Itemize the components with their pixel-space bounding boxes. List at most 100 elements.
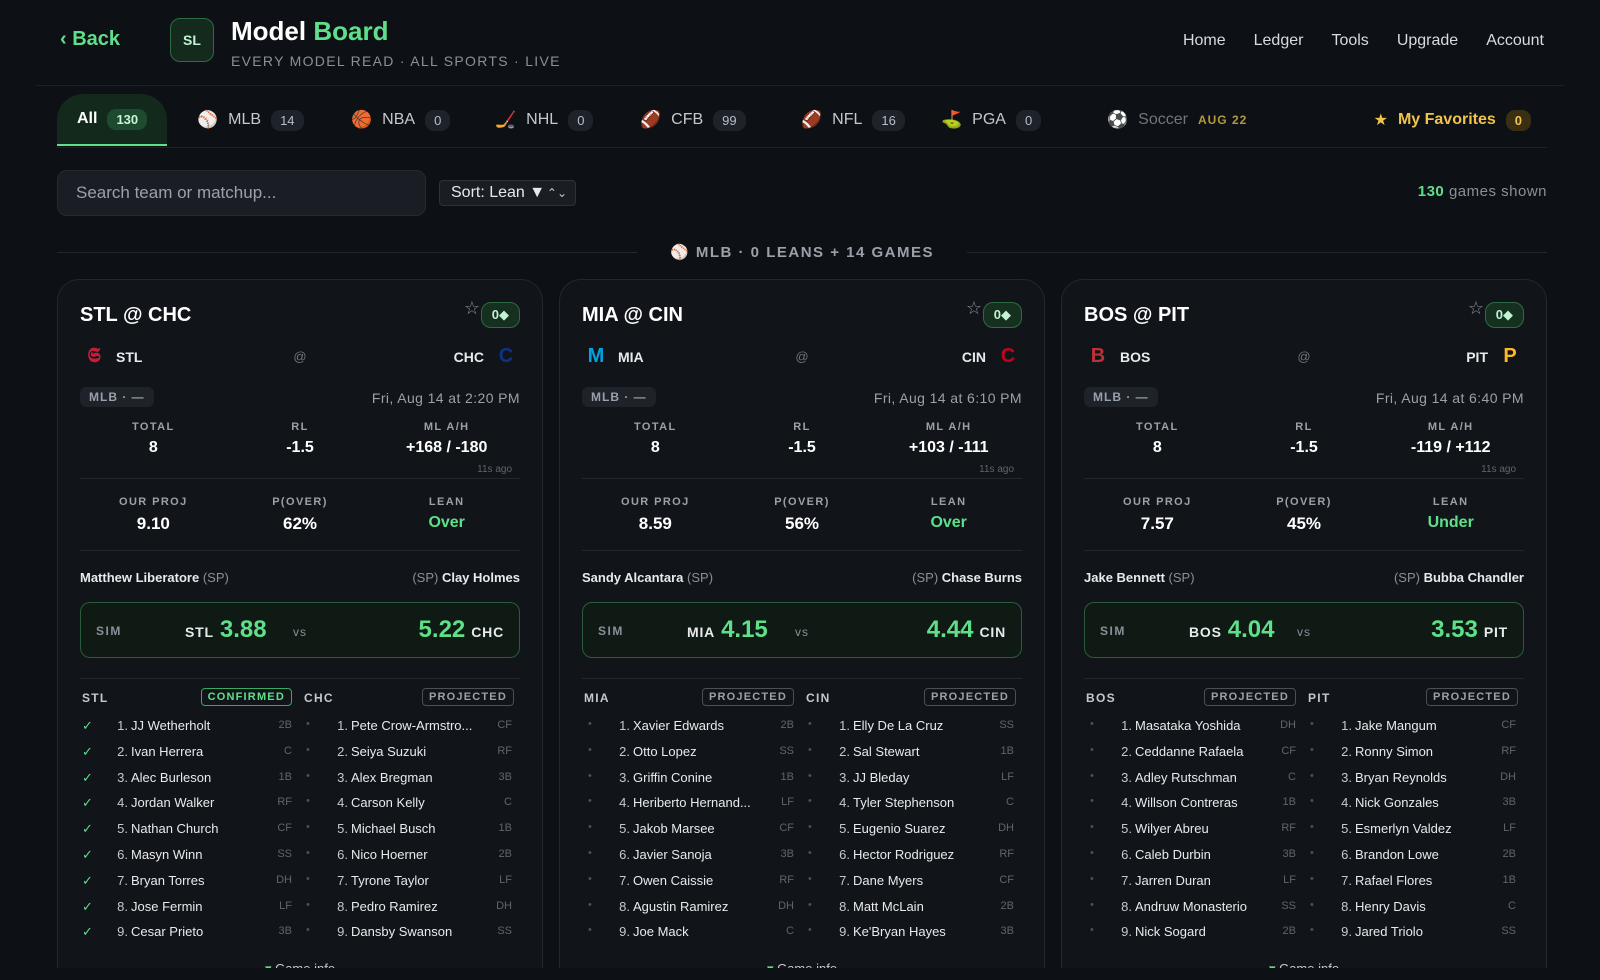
- sp-tag: (SP): [912, 570, 939, 585]
- batting-order: 5.: [337, 821, 348, 837]
- batting-order: 1.: [1121, 718, 1132, 733]
- dot-icon: •: [1090, 924, 1094, 937]
- nav-upgrade[interactable]: Upgrade: [1396, 32, 1459, 49]
- tab-soccer[interactable]: ⚽ Soccer AUG 22: [1107, 110, 1248, 129]
- player-position: 3B: [278, 925, 292, 938]
- total-label: TOTAL: [634, 421, 677, 433]
- batting-order: 5.: [1121, 821, 1132, 837]
- tab-favorites[interactable]: ★ My Favorites 0: [1374, 94, 1531, 146]
- list-item: ✓ 1. JJ Wetherholt 2B: [80, 714, 294, 740]
- lineup-away-team: BOS: [1086, 691, 1116, 705]
- tab-all[interactable]: All 130: [57, 94, 168, 146]
- dot-icon: •: [808, 821, 812, 834]
- select-arrows-icon: ⌃⌄: [546, 186, 567, 200]
- tab-cfb[interactable]: 🏈 CFB 99: [640, 94, 746, 146]
- game-meta: MLB · — Fri, Aug 14 at 2:20 PM: [80, 387, 520, 409]
- list-item: • 1. Elly De La Cruz SS: [802, 714, 1016, 740]
- tab-mlb[interactable]: ⚾ MLB 14: [197, 94, 304, 146]
- batting-order: 5.: [1341, 821, 1352, 837]
- dot-icon: •: [588, 743, 592, 756]
- lean-count-badge: 0◆: [1484, 302, 1524, 328]
- player-position: LF: [499, 873, 512, 886]
- player-name: Heriberto Hernand...: [633, 795, 751, 811]
- list-item: • 1. Masataka Yoshida DH: [1084, 714, 1298, 740]
- check-icon: ✓: [82, 821, 93, 837]
- odds-row: TOTAL 8 RL -1.5 ML A/H +168 / -180: [80, 421, 520, 457]
- player-position: 2B: [780, 719, 794, 731]
- tab-nfl[interactable]: 🏈 NFL 16: [801, 94, 905, 146]
- tab-count: 14: [271, 109, 304, 131]
- dot-icon: •: [1090, 795, 1094, 808]
- tab-nba[interactable]: 🏀 NBA 0: [351, 94, 451, 146]
- player-name: Willson Contreras: [1135, 795, 1238, 811]
- ml-value: +103 / -111: [908, 439, 989, 456]
- batting-order: 6.: [337, 846, 348, 862]
- player-name: Eugenio Suarez: [853, 821, 946, 837]
- player-name: Alec Burleson: [131, 769, 212, 785]
- nav-tools[interactable]: Tools: [1331, 32, 1369, 49]
- list-item: • 6. Brandon Lowe 2B: [1304, 843, 1518, 869]
- nav-home[interactable]: Home: [1182, 32, 1226, 49]
- game-card[interactable]: STL @ CHC ☆ 0◆ 𝕾 STL @ CHC C MLB · — Fri, …: [57, 279, 543, 980]
- game-card[interactable]: MIA @ CIN ☆ 0◆ M MIA @ CIN C MLB · — Fri, …: [559, 279, 1045, 980]
- nav-ledger[interactable]: Ledger: [1253, 32, 1304, 49]
- list-item: • 6. Javier Sanoja 3B: [582, 843, 796, 869]
- lineup-home-team: CHC: [304, 691, 334, 705]
- player-position: 2B: [1502, 847, 1516, 860]
- nav-account[interactable]: Account: [1486, 32, 1544, 49]
- dot-icon: •: [306, 846, 310, 859]
- brand: Model Board EVERY MODEL READ · ALL SPORT…: [231, 16, 561, 69]
- list-item: • 3. Alex Bregman 3B: [300, 766, 514, 792]
- divider: [582, 550, 1022, 551]
- player-name: Javier Sanoja: [633, 846, 712, 862]
- pover-value: 45%: [1286, 514, 1322, 533]
- check-icon: ✓: [82, 898, 93, 914]
- player-name: Masataka Yoshida: [1135, 718, 1241, 733]
- matchup-title: STL @ CHC: [80, 304, 192, 326]
- player-position: CF: [1281, 744, 1296, 757]
- batting-order: 6.: [117, 846, 128, 862]
- player-position: CF: [277, 822, 292, 835]
- batting-order: 9.: [839, 924, 850, 940]
- player-name: Jared Triolo: [1355, 924, 1423, 940]
- favorite-star-icon[interactable]: ☆: [463, 298, 480, 318]
- favorite-star-icon[interactable]: ☆: [1467, 298, 1484, 318]
- at-symbol: @: [293, 349, 307, 364]
- player-name: Matt McLain: [853, 898, 924, 914]
- back-button[interactable]: ‹ Back: [60, 28, 121, 50]
- sort-select[interactable]: Sort: Lean ▼ ⌃⌄: [439, 180, 576, 206]
- batting-order: 6.: [619, 846, 630, 862]
- dot-icon: •: [1310, 743, 1314, 756]
- player-position: RF: [999, 847, 1014, 860]
- search-input[interactable]: [57, 170, 426, 216]
- list-item: • 8. Agustin Ramirez DH: [582, 895, 796, 921]
- batting-order: 7.: [337, 872, 348, 888]
- sim-home-abbr: CIN: [979, 624, 1006, 640]
- list-item: • 7. Rafael Flores 1B: [1304, 869, 1518, 895]
- dot-icon: •: [588, 795, 592, 808]
- section-label: ⚾ MLB · 0 LEANS + 14 GAMES: [670, 244, 934, 261]
- batting-order: 8.: [619, 898, 630, 914]
- tab-nhl[interactable]: 🏒 NHL 0: [495, 94, 594, 146]
- home-team-logo: P: [1503, 344, 1517, 367]
- tab-pga[interactable]: ⛳ PGA 0: [941, 94, 1042, 146]
- logo: SL: [170, 18, 214, 62]
- player-position: SS: [1501, 925, 1516, 938]
- batting-order: 4.: [839, 795, 850, 811]
- game-card[interactable]: BOS @ PIT ☆ 0◆ B BOS @ PIT P MLB · — Fri, …: [1061, 279, 1547, 980]
- league-badge: MLB · —: [582, 387, 656, 407]
- list-item: • 4. Willson Contreras 1B: [1084, 791, 1298, 817]
- batting-order: 1.: [117, 718, 128, 733]
- baseball-icon: ⚾: [197, 110, 219, 129]
- player-position: C: [284, 744, 292, 757]
- favorite-star-icon[interactable]: ☆: [965, 298, 982, 318]
- dot-icon: •: [808, 769, 812, 782]
- batting-order: 7.: [839, 872, 850, 888]
- player-name: Jakob Marsee: [633, 821, 715, 837]
- batting-order: 3.: [337, 769, 348, 785]
- away-pitcher: Jake Bennett: [1084, 570, 1165, 585]
- top-nav: Home Ledger Tools Upgrade Account: [1183, 32, 1544, 50]
- player-name: Ivan Herrera: [131, 743, 204, 759]
- list-item: • 1. Pete Crow-Armstro... CF: [300, 714, 514, 740]
- lineup-away: ✓ 1. JJ Wetherholt 2B ✓ 2. Ivan Herrera …: [80, 714, 294, 946]
